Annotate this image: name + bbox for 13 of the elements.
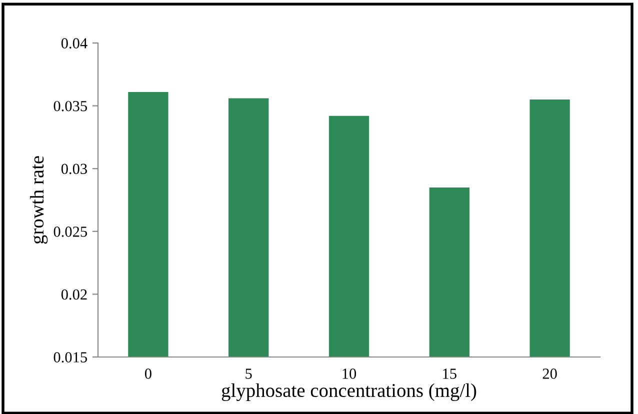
x-tick-label: 20 [542, 368, 557, 379]
x-axis-title: glyphosate concentrations (mg/l) [222, 383, 476, 402]
x-tick-label: 0 [144, 368, 152, 379]
y-tick-label: 0.04 [61, 38, 88, 49]
y-tick-label: 0.015 [54, 352, 87, 363]
y-axis-title: growth rate [30, 156, 48, 244]
y-tick-label: 0.03 [61, 164, 87, 174]
y-tick-label: 0.025 [54, 226, 87, 237]
y-tick-label: 0.02 [61, 289, 87, 300]
y-tick-label: 0.035 [54, 100, 87, 112]
x-tick-label: 15 [443, 368, 456, 379]
x-tick-label: 10 [342, 368, 356, 379]
x-tick-label: 5 [246, 368, 252, 379]
